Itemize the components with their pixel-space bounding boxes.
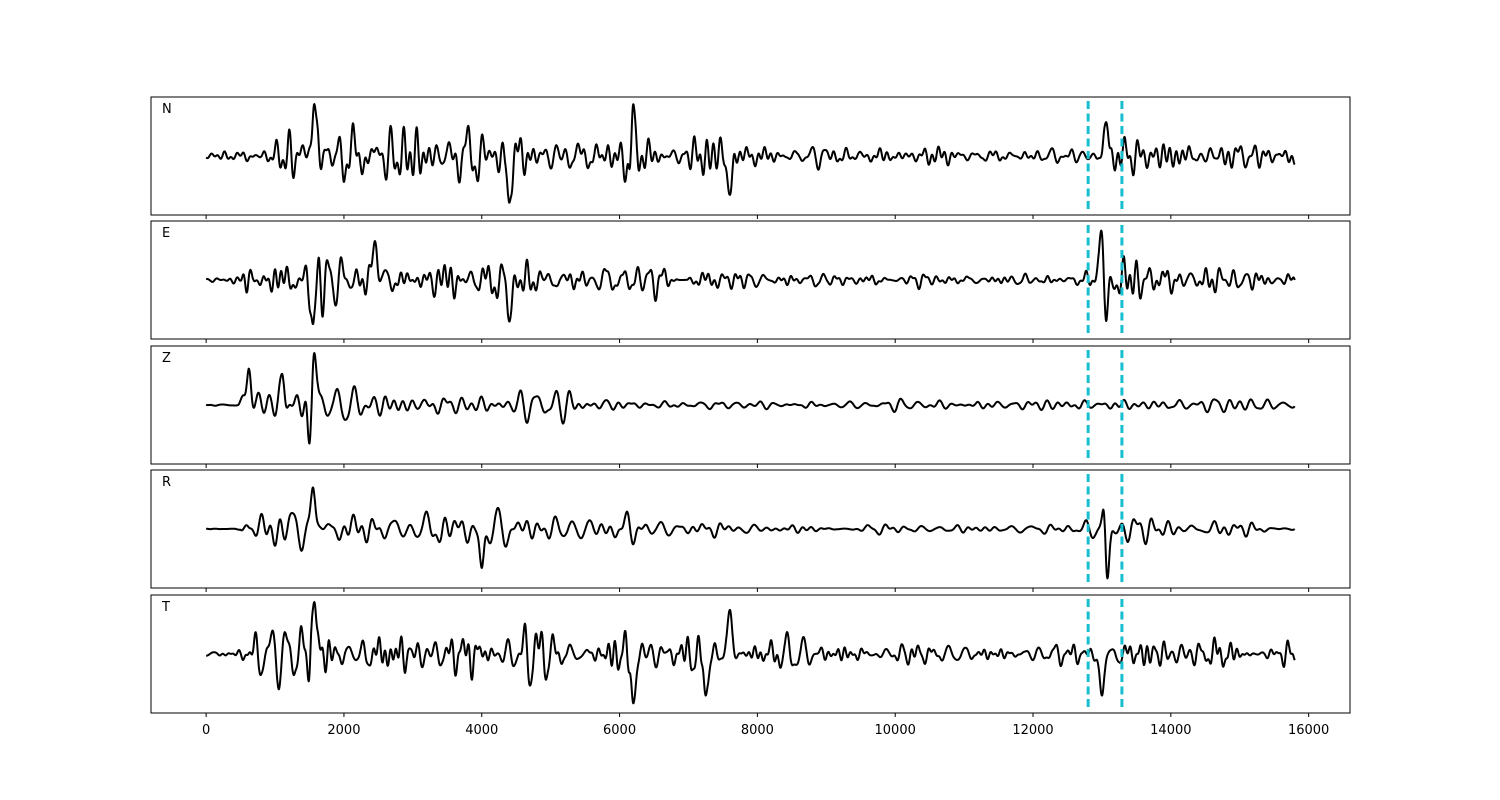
x-tick-label: 8000 bbox=[741, 723, 774, 738]
trace-line-t bbox=[205, 601, 1296, 705]
channel-label: N bbox=[162, 102, 172, 117]
panel-frame bbox=[150, 594, 1351, 714]
trace-line-n bbox=[205, 103, 1296, 204]
panel-frame bbox=[150, 220, 1351, 340]
panel-z: Z bbox=[150, 345, 1351, 468]
trace-line-z bbox=[205, 352, 1296, 445]
x-tick-label: 10000 bbox=[875, 723, 916, 738]
panel-n: N bbox=[150, 96, 1351, 219]
panel-t: T bbox=[150, 594, 1351, 717]
x-tick-label: 4000 bbox=[465, 723, 498, 738]
panel-frame bbox=[150, 96, 1351, 216]
panel-frame bbox=[150, 345, 1351, 465]
channel-label: R bbox=[162, 475, 171, 490]
x-tick-label: 0 bbox=[202, 723, 210, 738]
channel-label: T bbox=[161, 600, 170, 615]
panel-e: E bbox=[150, 220, 1351, 343]
x-tick-label: 16000 bbox=[1288, 723, 1329, 738]
x-tick-label: 2000 bbox=[327, 723, 360, 738]
channel-label: E bbox=[162, 226, 170, 241]
channel-label: Z bbox=[162, 351, 171, 366]
x-tick-label: 14000 bbox=[1150, 723, 1191, 738]
panel-frame bbox=[150, 469, 1351, 589]
x-axis: 0 2000 4000 6000 8000 10000 12000 14000 16000 bbox=[202, 723, 1329, 738]
trace-panels: N E Z R T bbox=[150, 96, 1351, 717]
trace-line-e bbox=[205, 229, 1296, 326]
trace-line-r bbox=[205, 486, 1296, 580]
panel-r: R bbox=[150, 469, 1351, 592]
x-tick-label: 6000 bbox=[603, 723, 636, 738]
x-tick-label: 12000 bbox=[1012, 723, 1053, 738]
